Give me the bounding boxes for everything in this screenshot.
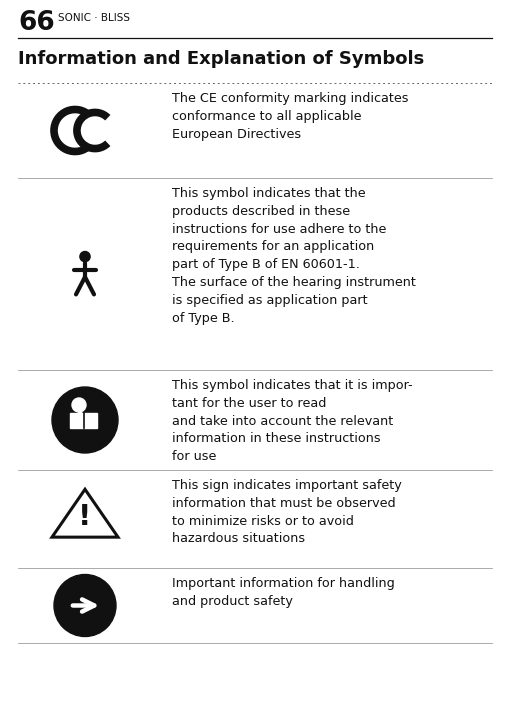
Circle shape [80,251,90,262]
Polygon shape [52,489,118,537]
Text: This symbol indicates that the
products described in these
instructions for use : This symbol indicates that the products … [172,187,415,324]
Text: SONIC · BLISS: SONIC · BLISS [58,13,130,23]
Circle shape [54,574,116,637]
Circle shape [72,398,86,412]
Text: Information and Explanation of Symbols: Information and Explanation of Symbols [18,50,423,68]
Text: This symbol indicates that it is impor-
tant for the user to read
and take into : This symbol indicates that it is impor- … [172,379,412,463]
Text: 66: 66 [18,10,55,36]
Circle shape [52,387,118,453]
Bar [84,413,97,428]
Text: The CE conformity marking indicates
conformance to all applicable
European Direc: The CE conformity marking indicates conf… [172,92,408,140]
Text: This sign indicates important safety
information that must be observed
to minimi: This sign indicates important safety inf… [172,479,401,546]
Text: Important information for handling
and product safety: Important information for handling and p… [172,577,394,608]
Text: !: ! [78,503,91,531]
Bar [70,413,83,428]
